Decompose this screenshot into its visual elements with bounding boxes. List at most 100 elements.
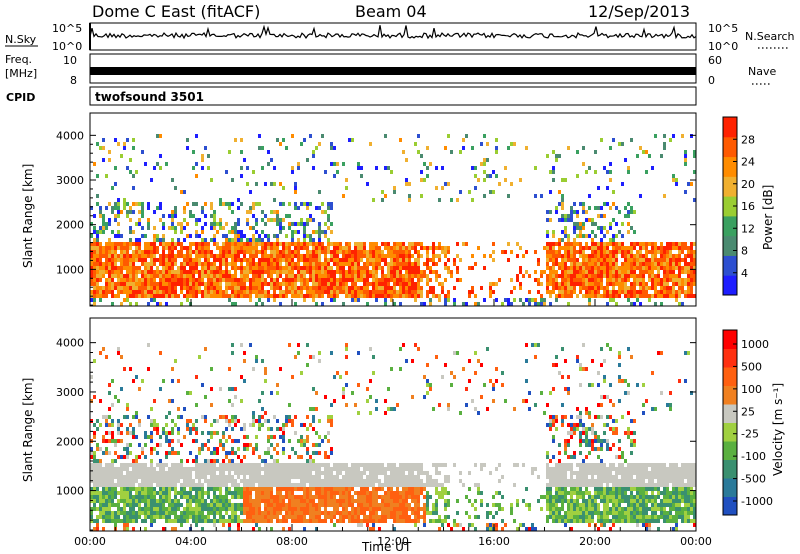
heat-cell [402, 274, 405, 278]
heat-cell [291, 262, 294, 266]
heat-cell [384, 479, 387, 483]
heat-cell [153, 250, 156, 254]
heat-cell [267, 282, 270, 286]
heat-cell [669, 290, 672, 294]
heat-cell [567, 270, 570, 274]
heat-cell [90, 399, 93, 403]
heat-cell [273, 294, 276, 298]
heat-cell [573, 230, 576, 234]
heat-cell [681, 290, 684, 294]
heat-cell [654, 290, 657, 294]
heat-cell [591, 222, 594, 226]
heat-cell [387, 487, 390, 491]
heat-cell [573, 226, 576, 230]
heat-cell [360, 495, 363, 499]
heat-cell [246, 499, 249, 503]
heat-cell [351, 250, 354, 254]
heat-cell [93, 487, 96, 491]
heat-cell [369, 499, 372, 503]
heat-cell [627, 222, 630, 226]
heat-cell [591, 230, 594, 234]
heat-cell [348, 262, 351, 266]
heat-cell [186, 222, 189, 226]
heat-cell [171, 399, 174, 403]
heat-cell [126, 503, 129, 507]
heat-cell [123, 242, 126, 246]
heat-cell [180, 463, 183, 467]
heat-cell [186, 278, 189, 282]
heat-cell [669, 294, 672, 298]
heat-cell [276, 391, 279, 395]
heat-cell [126, 250, 129, 254]
heat-cell [276, 443, 279, 447]
heat-cell [327, 455, 330, 459]
heat-cell [336, 290, 339, 294]
heat-cell [357, 351, 360, 355]
heat-cell [384, 467, 387, 471]
heat-cell [174, 475, 177, 479]
heat-cell [225, 286, 228, 290]
heat-cell [243, 270, 246, 274]
heat-cell [174, 491, 177, 495]
heat-cell [228, 250, 231, 254]
heat-cell [138, 238, 141, 242]
heat-cell [366, 491, 369, 495]
heat-cell [171, 178, 174, 182]
heat-cell [285, 487, 288, 491]
heat-cell [327, 294, 330, 298]
heat-cell [105, 507, 108, 511]
heat-cell [540, 274, 543, 278]
heat-cell [168, 262, 171, 266]
heat-cell [360, 174, 363, 178]
heat-cell [399, 495, 402, 499]
heat-cell [363, 290, 366, 294]
heat-cell [273, 166, 276, 170]
heat-cell [222, 435, 225, 439]
heat-cell [153, 427, 156, 431]
heat-cell [327, 487, 330, 491]
heat-cell [138, 491, 141, 495]
heat-cell [291, 234, 294, 238]
heat-cell [180, 459, 183, 463]
heat-cell [279, 286, 282, 290]
heat-cell [156, 471, 159, 475]
heat-cell [672, 270, 675, 274]
heat-cell [336, 294, 339, 298]
heat-cell [159, 254, 162, 258]
heat-cell [372, 258, 375, 262]
heat-cell [171, 419, 174, 423]
heat-cell [120, 270, 123, 274]
heat-cell [120, 495, 123, 499]
heat-cell [111, 483, 114, 487]
heat-cell [114, 182, 117, 186]
heat-cell [666, 262, 669, 266]
heat-cell [312, 266, 315, 270]
heat-cell [219, 491, 222, 495]
heat-cell [294, 515, 297, 519]
heat-cell [642, 246, 645, 250]
heat-cell [201, 443, 204, 447]
heat-cell [147, 266, 150, 270]
heat-cell [204, 270, 207, 274]
heat-cell [306, 218, 309, 222]
heat-cell [672, 278, 675, 282]
heat-cell [570, 274, 573, 278]
heat-cell [174, 274, 177, 278]
heat-cell [291, 519, 294, 523]
heat-cell [105, 447, 108, 451]
heat-cell [141, 471, 144, 475]
heat-cell [627, 266, 630, 270]
heat-cell [279, 142, 282, 146]
heat-cell [171, 487, 174, 491]
heat-cell [246, 258, 249, 262]
heat-cell [168, 246, 171, 250]
heat-cell [282, 499, 285, 503]
heat-cell [219, 479, 222, 483]
heat-cell [582, 162, 585, 166]
heat-cell [660, 242, 663, 246]
heat-cell [102, 222, 105, 226]
heat-cell [270, 182, 273, 186]
heat-cell [219, 439, 222, 443]
heat-cell [213, 511, 216, 515]
heat-cell [93, 298, 96, 302]
